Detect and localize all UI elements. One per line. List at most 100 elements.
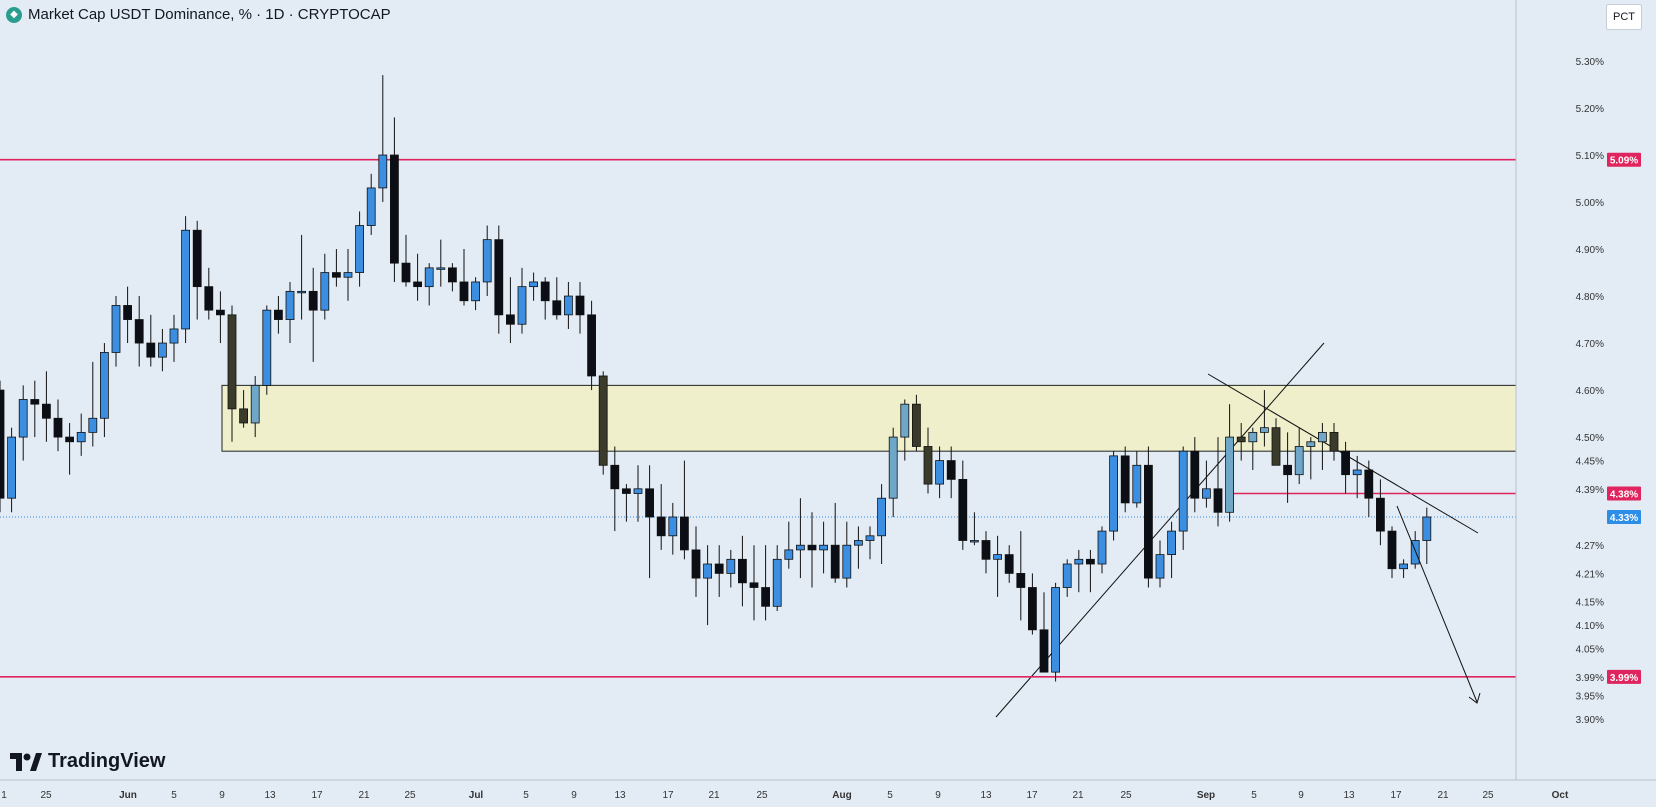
- symbol-icon: ◆: [6, 6, 22, 23]
- candle-body: [1225, 436, 1234, 513]
- candle-body: [471, 281, 481, 302]
- supply-zone-layer: [221, 384, 1517, 452]
- price-tick-label: 4.10%: [1576, 621, 1604, 632]
- price-tick-label: 4.70%: [1576, 339, 1604, 350]
- time-tick-label: 21: [358, 790, 370, 801]
- candle: [436, 239, 446, 287]
- candle: [30, 380, 40, 438]
- candle: [749, 545, 759, 621]
- candle: [1248, 427, 1258, 470]
- time-tick-label: 25: [756, 790, 768, 801]
- candle-body: [1387, 530, 1397, 570]
- candle: [1306, 437, 1316, 480]
- candle-body: [65, 436, 74, 443]
- scale-mode-button[interactable]: PCT: [1606, 4, 1642, 30]
- candle: [273, 296, 283, 334]
- price-tick-label: 5.20%: [1576, 104, 1604, 115]
- time-tick-label: 5: [1251, 790, 1257, 801]
- candle: [1364, 460, 1374, 517]
- candle-body: [1213, 488, 1223, 513]
- candle: [378, 75, 388, 203]
- candle-body: [1155, 554, 1165, 579]
- level-2-label: 3.99%: [1610, 673, 1638, 684]
- time-tick-label: 13: [1343, 790, 1355, 801]
- candle: [250, 375, 260, 438]
- candle: [575, 281, 585, 334]
- candle-body: [761, 587, 770, 607]
- candle: [343, 249, 353, 301]
- horizontal-levels-layer: [0, 158, 1516, 678]
- candle-body: [1062, 563, 1072, 588]
- candle-body: [517, 286, 527, 325]
- price-tick-label: 5.00%: [1576, 198, 1604, 209]
- candle-body: [1086, 558, 1095, 565]
- candle: [1260, 390, 1269, 447]
- candle: [540, 277, 550, 320]
- price-tick-label: 4.21%: [1576, 569, 1604, 580]
- candle-body: [88, 417, 98, 433]
- candle-body: [1364, 469, 1374, 499]
- candle-body: [714, 563, 724, 574]
- candle-body: [981, 540, 991, 560]
- candle: [517, 267, 527, 334]
- current-price-badge: [1607, 509, 1641, 524]
- candle-body: [1074, 558, 1084, 565]
- candle-body: [865, 535, 875, 541]
- candle: [1004, 545, 1014, 583]
- candle-body: [1051, 587, 1060, 673]
- candle-body: [100, 352, 109, 419]
- price-tick-label: 4.50%: [1576, 433, 1604, 444]
- candle: [1329, 422, 1339, 461]
- candle: [738, 535, 747, 607]
- candle-body: [622, 488, 631, 494]
- candle-body: [923, 446, 933, 485]
- candle-body: [146, 342, 156, 358]
- candle: [761, 545, 770, 621]
- time-tick-label: 17: [662, 790, 674, 801]
- price-tick-label: 4.27%: [1576, 541, 1604, 552]
- candle: [181, 216, 191, 344]
- candle-body: [0, 389, 5, 499]
- candle: [587, 300, 596, 391]
- candle: [111, 296, 121, 367]
- candle: [714, 545, 724, 597]
- candle: [1387, 526, 1397, 579]
- candle: [1399, 559, 1408, 579]
- candle: [970, 512, 979, 546]
- candle-body: [1016, 573, 1026, 588]
- candle: [900, 399, 910, 461]
- candle-body: [598, 375, 608, 466]
- time-tick-label: Sep: [1197, 790, 1215, 801]
- candle-body: [946, 460, 956, 480]
- supply-zone: [221, 384, 1517, 452]
- candle: [691, 526, 701, 597]
- candle: [1236, 422, 1246, 461]
- candle: [1051, 582, 1060, 682]
- price-tick-label: 4.05%: [1576, 645, 1604, 656]
- candle: [865, 526, 875, 560]
- candle: [1213, 437, 1223, 527]
- candle-body: [1376, 497, 1385, 532]
- candle: [830, 502, 840, 583]
- candle-body: [819, 544, 828, 551]
- candle: [204, 267, 214, 320]
- price-tick-label: 3.95%: [1576, 692, 1604, 703]
- candle: [807, 512, 817, 588]
- candle: [215, 291, 225, 344]
- candle: [1352, 455, 1362, 499]
- candle: [772, 545, 782, 612]
- time-tick-label: 9: [219, 790, 225, 801]
- time-tick-label: Oct: [1552, 790, 1569, 801]
- candle-body: [1294, 446, 1304, 476]
- candle-body: [1120, 455, 1130, 504]
- candle-body: [1341, 450, 1350, 476]
- candle: [88, 361, 98, 447]
- candle-body: [320, 272, 330, 311]
- candle: [505, 277, 515, 344]
- candle-body: [842, 544, 852, 579]
- candle-body: [1004, 554, 1014, 574]
- tradingview-logo: TradingView: [10, 750, 165, 773]
- candle: [946, 446, 956, 499]
